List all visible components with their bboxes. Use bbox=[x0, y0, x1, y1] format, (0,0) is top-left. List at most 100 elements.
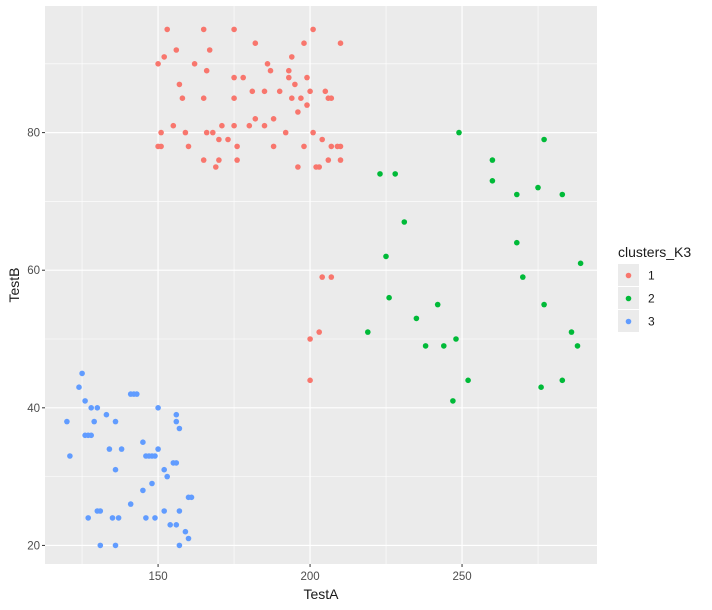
data-point-cluster-3 bbox=[91, 418, 97, 425]
data-point-cluster-1 bbox=[231, 122, 237, 129]
data-point-cluster-1 bbox=[270, 116, 277, 122]
data-point-cluster-1 bbox=[270, 143, 277, 150]
data-point-cluster-1 bbox=[219, 122, 225, 129]
data-point-cluster-1 bbox=[328, 95, 335, 101]
data-point-cluster-3 bbox=[88, 432, 94, 439]
data-point-cluster-1 bbox=[292, 81, 298, 88]
data-point-cluster-2 bbox=[422, 343, 429, 349]
data-point-cluster-1 bbox=[158, 143, 164, 150]
data-point-cluster-3 bbox=[140, 439, 146, 446]
data-point-cluster-1 bbox=[319, 136, 326, 143]
data-point-cluster-3 bbox=[88, 405, 94, 411]
data-point-cluster-3 bbox=[152, 515, 158, 521]
data-point-cluster-3 bbox=[106, 446, 113, 452]
data-point-cluster-1 bbox=[261, 122, 268, 129]
data-point-cluster-1 bbox=[264, 61, 271, 67]
data-point-cluster-1 bbox=[200, 26, 207, 33]
data-point-cluster-1 bbox=[173, 47, 180, 53]
data-point-cluster-3 bbox=[152, 453, 158, 459]
data-point-cluster-2 bbox=[401, 219, 408, 225]
data-point-cluster-3 bbox=[112, 542, 119, 549]
data-point-cluster-2 bbox=[489, 178, 496, 184]
axis-ticks bbox=[42, 132, 463, 567]
data-point-cluster-1 bbox=[210, 129, 216, 136]
data-point-cluster-2 bbox=[489, 157, 496, 163]
data-point-cluster-3 bbox=[79, 370, 85, 377]
data-point-cluster-1 bbox=[276, 88, 283, 95]
data-point-cluster-1 bbox=[289, 95, 295, 101]
data-point-cluster-2 bbox=[577, 260, 584, 267]
data-point-cluster-1 bbox=[206, 47, 213, 53]
legend-key-swatch bbox=[625, 272, 632, 279]
data-point-cluster-1 bbox=[261, 88, 268, 95]
legend-key-swatch bbox=[625, 318, 632, 325]
data-point-cluster-3 bbox=[161, 466, 167, 473]
data-point-cluster-3 bbox=[82, 398, 88, 404]
data-point-cluster-1 bbox=[176, 81, 183, 88]
data-point-cluster-3 bbox=[188, 494, 195, 501]
plot-panel bbox=[45, 6, 597, 564]
data-point-cluster-3 bbox=[118, 446, 125, 452]
data-point-cluster-1 bbox=[191, 61, 198, 67]
data-point-cluster-1 bbox=[213, 164, 219, 170]
data-point-cluster-1 bbox=[234, 143, 240, 150]
data-point-cluster-1 bbox=[216, 136, 222, 143]
data-point-cluster-3 bbox=[164, 473, 170, 480]
data-point-cluster-1 bbox=[252, 40, 259, 46]
data-point-cluster-1 bbox=[301, 40, 307, 46]
data-point-cluster-3 bbox=[143, 515, 149, 521]
x-tick-label: 250 bbox=[452, 571, 471, 583]
data-point-cluster-3 bbox=[103, 411, 110, 418]
data-point-cluster-3 bbox=[146, 453, 152, 459]
data-point-cluster-1 bbox=[225, 136, 231, 143]
data-point-cluster-1 bbox=[170, 122, 177, 129]
data-point-cluster-1 bbox=[295, 164, 301, 170]
data-point-cluster-3 bbox=[182, 528, 189, 535]
data-point-cluster-1 bbox=[231, 74, 237, 81]
data-point-cluster-1 bbox=[325, 157, 332, 163]
data-point-cluster-1 bbox=[337, 157, 344, 163]
data-point-cluster-1 bbox=[319, 274, 326, 280]
data-point-cluster-3 bbox=[173, 460, 180, 466]
data-point-cluster-3 bbox=[76, 384, 82, 391]
data-point-cluster-1 bbox=[161, 54, 167, 60]
data-point-cluster-1 bbox=[234, 157, 240, 163]
data-point-cluster-1 bbox=[307, 336, 313, 342]
data-point-cluster-3 bbox=[109, 515, 116, 521]
data-point-cluster-1 bbox=[337, 143, 344, 150]
data-point-cluster-3 bbox=[173, 418, 180, 425]
x-tick-label: 150 bbox=[148, 571, 167, 583]
data-point-cluster-2 bbox=[453, 336, 459, 342]
data-point-cluster-2 bbox=[541, 136, 547, 143]
data-point-cluster-3 bbox=[173, 522, 180, 528]
legend: clusters_K3 1 2 3 bbox=[618, 244, 691, 332]
data-point-cluster-2 bbox=[535, 184, 541, 191]
data-point-cluster-1 bbox=[337, 40, 344, 46]
data-point-cluster-1 bbox=[240, 74, 246, 81]
data-point-cluster-2 bbox=[365, 329, 371, 335]
data-point-cluster-1 bbox=[246, 122, 253, 129]
data-point-cluster-3 bbox=[161, 508, 167, 514]
data-point-cluster-3 bbox=[155, 446, 161, 452]
data-point-cluster-3 bbox=[67, 453, 73, 459]
data-point-cluster-1 bbox=[304, 74, 310, 81]
data-point-cluster-1 bbox=[316, 164, 323, 170]
data-point-cluster-1 bbox=[298, 95, 304, 101]
data-point-cluster-1 bbox=[289, 54, 295, 60]
data-point-cluster-2 bbox=[514, 239, 520, 246]
data-point-cluster-2 bbox=[413, 315, 420, 322]
data-point-cluster-3 bbox=[185, 535, 192, 542]
data-point-cluster-3 bbox=[173, 411, 180, 418]
data-point-cluster-3 bbox=[134, 391, 140, 397]
legend-label-3: 3 bbox=[648, 315, 655, 329]
data-point-cluster-2 bbox=[541, 301, 547, 308]
data-point-cluster-2 bbox=[456, 129, 462, 136]
data-point-cluster-1 bbox=[179, 95, 186, 101]
x-axis-title: TestA bbox=[303, 586, 339, 602]
data-point-cluster-1 bbox=[328, 274, 335, 280]
data-point-cluster-1 bbox=[216, 157, 222, 163]
data-point-cluster-1 bbox=[185, 143, 192, 150]
data-point-cluster-3 bbox=[149, 480, 155, 487]
legend-key-swatch bbox=[625, 295, 632, 302]
